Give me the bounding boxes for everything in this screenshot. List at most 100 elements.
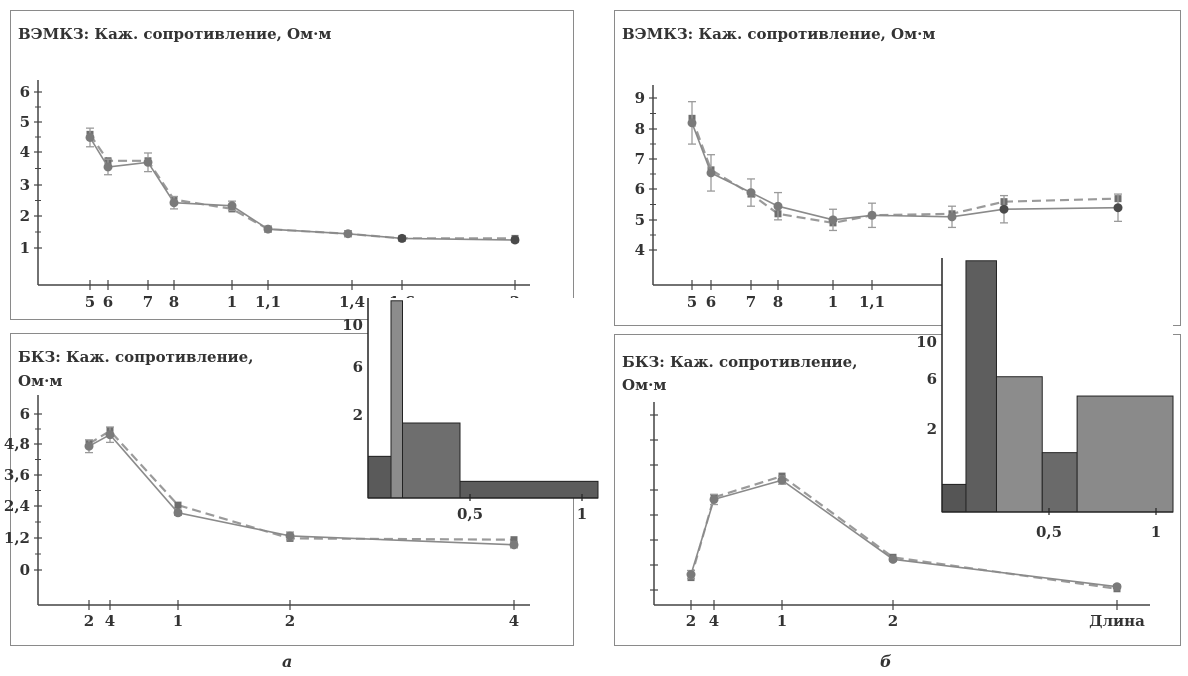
data-point-solid — [773, 201, 783, 211]
x-tick-label: 1,1 — [255, 293, 281, 311]
y-tick-label: 1,2 — [4, 529, 30, 547]
y-tick-label: 4 — [635, 241, 645, 259]
histogram-bar — [941, 483, 967, 513]
x-tick-label: 5 — [687, 293, 697, 311]
data-point-solid — [709, 494, 719, 504]
x-tick-label: 1 — [227, 293, 237, 311]
histogram-y-tick-label: 2 — [927, 420, 937, 438]
data-point-solid — [687, 118, 697, 128]
y-tick-label: 6 — [20, 405, 30, 423]
y-tick-label: 0 — [20, 561, 30, 579]
data-point-solid — [947, 212, 957, 222]
data-point-solid — [84, 441, 94, 451]
x-tick-label: 6 — [706, 293, 716, 311]
data-point-solid — [343, 229, 353, 239]
x-tick-label: 4 — [509, 612, 519, 630]
y-tick-label: 1 — [20, 239, 30, 257]
data-point-solid — [85, 132, 95, 142]
x-tick-label: 1,4 — [339, 293, 365, 311]
histogram-x-tick-label: 0,5 — [457, 505, 483, 523]
chart-title-b-bottom: БКЗ: Каж. сопротивление, — [622, 353, 858, 371]
y-tick-label: 2,4 — [4, 497, 30, 515]
data-point-solid — [263, 224, 273, 234]
y-tick-label: 4,8 — [4, 435, 30, 453]
histogram-y-tick-label: 6 — [927, 370, 937, 388]
chart-title-a-bottom: БКЗ: Каж. сопротивление, — [18, 348, 254, 366]
data-point-solid — [706, 168, 716, 178]
y-tick-label: 8 — [635, 120, 645, 138]
x-axis-label: Длина — [1089, 612, 1145, 630]
x-tick-label: 5 — [85, 293, 95, 311]
x-tick-label: 7 — [143, 293, 153, 311]
chart-title-a-bottom-unit: Ом·м — [18, 372, 63, 390]
data-point-solid — [1112, 582, 1122, 592]
x-tick-label: 8 — [169, 293, 179, 311]
data-point-solid — [1113, 203, 1123, 213]
x-tick-label: 2 — [686, 612, 696, 630]
data-point-solid — [777, 475, 787, 485]
x-tick-label: 7 — [746, 293, 756, 311]
data-point-solid — [867, 210, 877, 220]
data-point-solid — [509, 540, 519, 550]
histogram-y-tick-label: 10 — [342, 316, 363, 334]
y-tick-label: 2 — [20, 207, 30, 225]
x-tick-label: 1,1 — [859, 293, 885, 311]
data-point-dashed — [510, 536, 518, 544]
histogram-bar — [1076, 395, 1174, 513]
y-tick-label: 9 — [635, 89, 645, 107]
y-tick-label: 3,6 — [4, 466, 30, 484]
data-point-solid — [686, 570, 696, 580]
data-point-solid — [828, 215, 838, 225]
x-tick-label: 2 — [84, 612, 94, 630]
histogram-bar — [965, 260, 997, 513]
x-tick-label: 6 — [103, 293, 113, 311]
x-tick-label: 2 — [285, 612, 295, 630]
data-point-solid — [105, 430, 115, 440]
chart-title-b-top: ВЭМКЗ: Каж. сопротивление, Ом·м — [622, 25, 936, 43]
chart-title-a-top: ВЭМКЗ: Каж. сопротивление, Ом·м — [18, 25, 332, 43]
y-tick-label: 5 — [20, 113, 30, 131]
histogram-x-tick-label: 0,5 — [1036, 523, 1062, 541]
data-point-dashed — [174, 501, 182, 509]
histogram-x-tick-label: 1 — [577, 505, 587, 523]
x-tick-label: 4 — [105, 612, 115, 630]
data-point-solid — [888, 554, 898, 564]
data-point-solid — [999, 204, 1009, 214]
y-tick-label: 7 — [635, 150, 645, 168]
data-point-solid — [173, 508, 183, 518]
histogram-bar — [402, 422, 461, 499]
histogram-bar — [995, 376, 1043, 513]
data-point-solid — [143, 157, 153, 167]
data-point-solid — [103, 162, 113, 172]
data-point-solid — [227, 201, 237, 211]
x-tick-label: 1 — [173, 612, 183, 630]
y-tick-label: 6 — [635, 180, 645, 198]
histogram-y-tick-label: 6 — [353, 358, 363, 376]
data-point-solid — [746, 188, 756, 198]
caption-a: а — [282, 652, 293, 671]
y-tick-label: 4 — [20, 143, 30, 161]
histogram-bar — [1041, 452, 1078, 513]
data-point-solid — [169, 198, 179, 208]
x-tick-label: 8 — [773, 293, 783, 311]
chart-title-b-bottom-unit: Ом·м — [622, 376, 667, 394]
x-tick-label: 4 — [709, 612, 719, 630]
histogram-x-tick-label: 1 — [1151, 523, 1161, 541]
y-tick-label: 3 — [20, 176, 30, 194]
histogram-y-tick-label: 2 — [353, 406, 363, 424]
histogram-y-tick-label: 10 — [916, 333, 937, 351]
caption-b: б — [880, 652, 892, 671]
y-tick-label: 5 — [635, 211, 645, 229]
data-point-solid — [510, 235, 520, 245]
y-tick-label: 6 — [20, 83, 30, 101]
series-dashed-line — [89, 133, 515, 240]
data-point-solid — [397, 233, 407, 243]
x-tick-label: 1 — [777, 612, 787, 630]
x-tick-label: 1 — [828, 293, 838, 311]
data-point-solid — [285, 531, 295, 541]
